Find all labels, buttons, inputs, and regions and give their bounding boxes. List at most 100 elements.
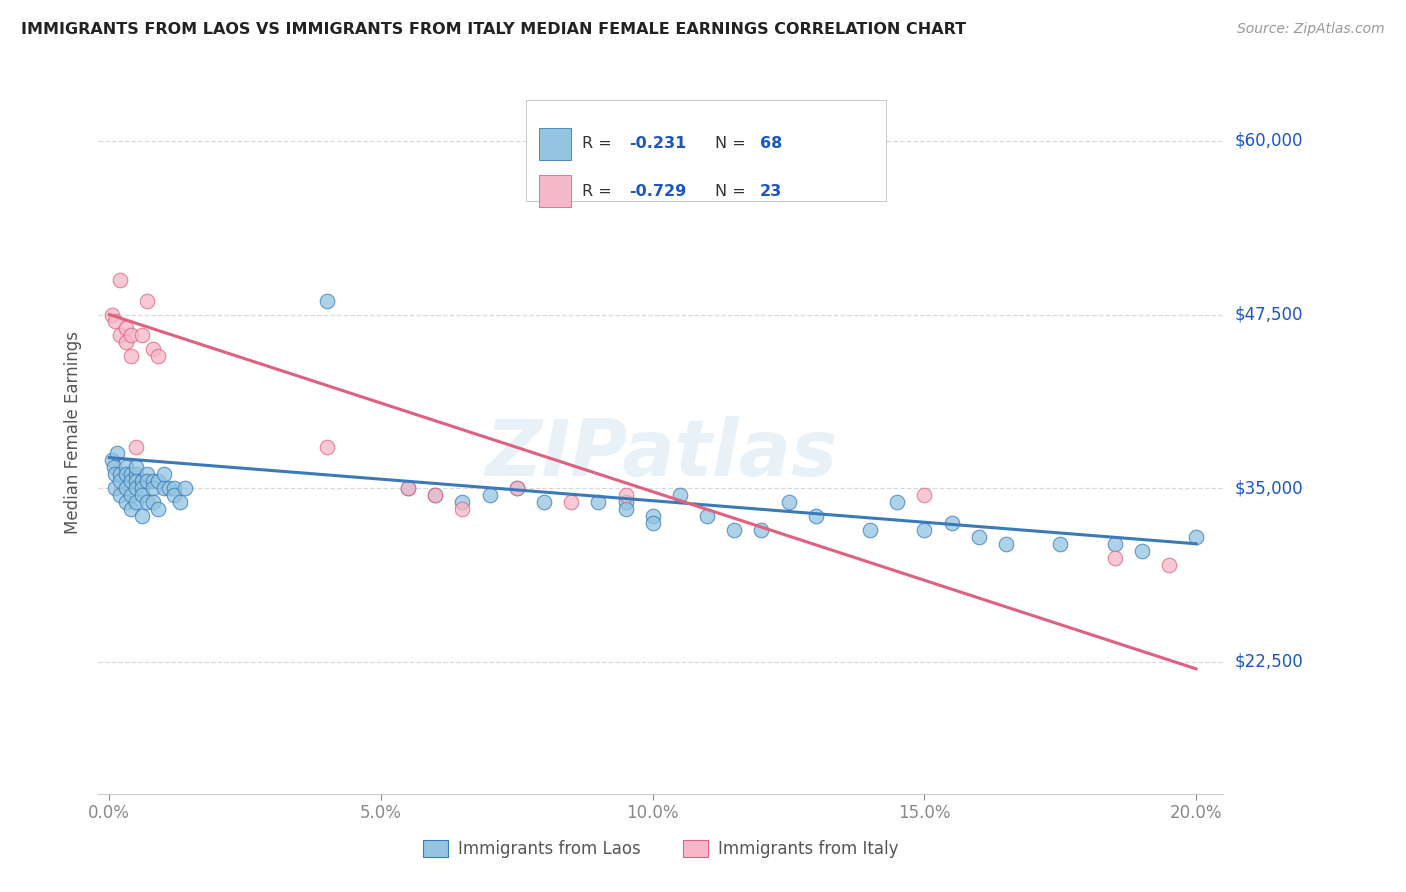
Point (148, 349, 170, 363)
Point (157, 481, 180, 495)
Text: -0.729: -0.729 (630, 184, 686, 199)
Text: $60,000: $60,000 (1234, 132, 1303, 150)
Point (1104, 550, 1126, 565)
Point (148, 475, 170, 489)
Point (114, 460, 136, 475)
Point (114, 321, 136, 335)
Legend: Immigrants from Laos, Immigrants from Italy: Immigrants from Laos, Immigrants from It… (416, 833, 905, 865)
Point (108, 467, 131, 482)
Point (912, 523, 935, 537)
Point (614, 495, 637, 509)
Point (315, 293, 337, 308)
Point (107, 446, 129, 460)
Point (506, 481, 529, 495)
Text: N =: N = (714, 136, 751, 152)
Point (108, 488, 131, 502)
Point (131, 328, 153, 343)
Point (396, 481, 419, 495)
Point (131, 508, 153, 523)
Point (142, 475, 165, 489)
Text: 68: 68 (759, 136, 782, 152)
Point (1157, 558, 1180, 572)
Point (125, 467, 148, 482)
Text: 23: 23 (759, 184, 782, 199)
Text: R =: R = (582, 136, 617, 152)
Point (1185, 530, 1208, 544)
Point (967, 530, 990, 544)
Text: -0.231: -0.231 (630, 136, 686, 152)
Point (120, 475, 142, 489)
Point (131, 481, 153, 495)
Point (152, 467, 174, 482)
Point (614, 488, 637, 502)
Point (104, 467, 127, 482)
Point (108, 475, 131, 489)
Point (614, 502, 637, 516)
Point (108, 273, 131, 287)
Point (131, 488, 153, 502)
Point (1130, 543, 1153, 558)
Point (723, 523, 745, 537)
Point (120, 467, 142, 482)
Point (114, 495, 136, 509)
Point (859, 523, 882, 537)
FancyBboxPatch shape (540, 176, 571, 207)
Point (120, 349, 142, 363)
Point (174, 481, 197, 495)
FancyBboxPatch shape (540, 128, 571, 160)
Point (120, 328, 142, 343)
Point (641, 516, 664, 530)
Point (136, 495, 159, 509)
Text: $22,500: $22,500 (1234, 653, 1303, 671)
FancyBboxPatch shape (526, 100, 886, 202)
Point (425, 488, 447, 502)
Point (641, 508, 664, 523)
Text: $35,000: $35,000 (1234, 479, 1303, 497)
Text: Source: ZipAtlas.com: Source: ZipAtlas.com (1237, 22, 1385, 37)
Point (125, 460, 148, 475)
Point (103, 460, 125, 475)
Point (142, 495, 165, 509)
Point (104, 481, 127, 495)
Point (588, 495, 610, 509)
Y-axis label: Median Female Earnings: Median Female Earnings (65, 331, 83, 534)
Point (104, 314, 127, 328)
Point (136, 475, 159, 489)
Point (1049, 537, 1071, 551)
Point (125, 481, 148, 495)
Point (506, 481, 529, 495)
Point (451, 495, 474, 509)
Point (131, 475, 153, 489)
Point (994, 537, 1017, 551)
Point (101, 308, 124, 322)
Point (425, 488, 447, 502)
Text: $47,500: $47,500 (1234, 306, 1303, 324)
Point (120, 488, 142, 502)
Point (114, 335, 136, 350)
Text: ZIPatlas: ZIPatlas (485, 417, 837, 492)
Point (114, 481, 136, 495)
Point (152, 481, 174, 495)
Point (108, 328, 131, 343)
Point (749, 523, 772, 537)
Text: R =: R = (582, 184, 617, 199)
Point (533, 495, 555, 509)
Point (560, 495, 582, 509)
Point (912, 488, 935, 502)
Point (125, 440, 148, 454)
Point (778, 495, 800, 509)
Point (136, 293, 159, 308)
Point (804, 508, 827, 523)
Point (451, 502, 474, 516)
Point (163, 481, 186, 495)
Point (169, 495, 191, 509)
Point (101, 453, 124, 467)
Point (142, 343, 165, 357)
Point (120, 502, 142, 516)
Point (1104, 537, 1126, 551)
Point (315, 440, 337, 454)
Point (142, 481, 165, 495)
Point (125, 495, 148, 509)
Point (136, 467, 159, 482)
Point (396, 481, 419, 495)
